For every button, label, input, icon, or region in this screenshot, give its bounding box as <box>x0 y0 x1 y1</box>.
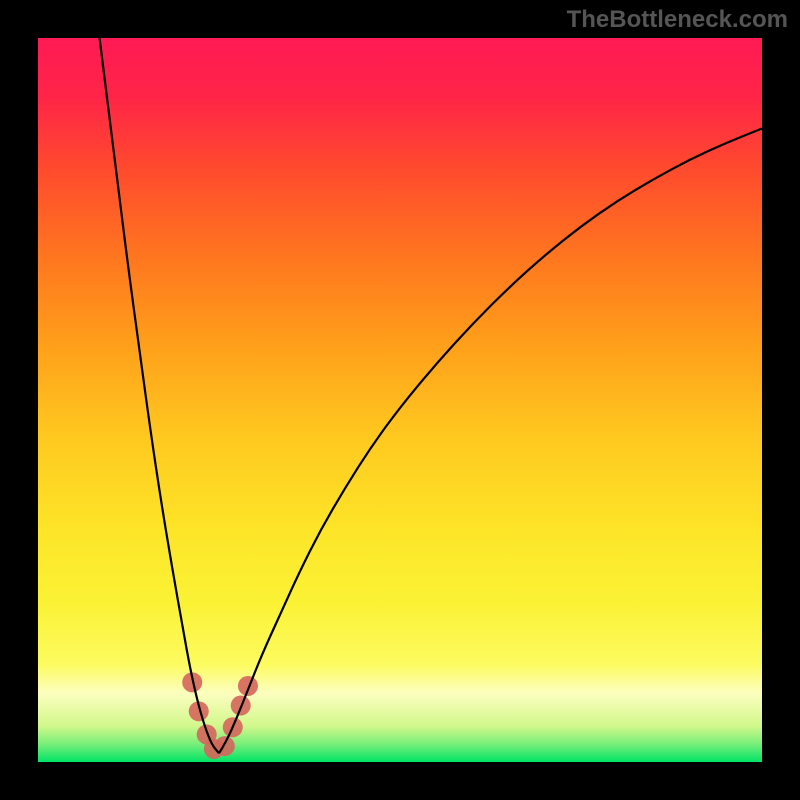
plot-area <box>38 38 762 762</box>
watermark-text: TheBottleneck.com <box>567 6 788 34</box>
chart-root: TheBottleneck.com <box>0 0 800 800</box>
plot-svg <box>38 38 762 762</box>
data-marker <box>238 676 258 696</box>
